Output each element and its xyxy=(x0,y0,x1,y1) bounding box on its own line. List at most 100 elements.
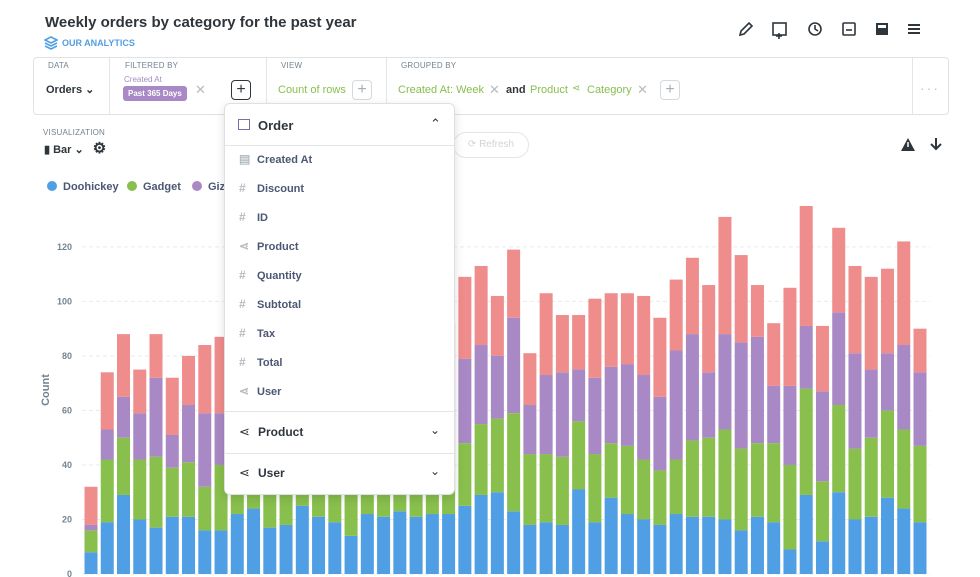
bar-segment xyxy=(832,404,846,493)
add-metric[interactable]: + xyxy=(352,80,372,100)
bar-segment xyxy=(117,334,131,397)
field-item[interactable]: # Discount xyxy=(239,181,305,195)
bar-segment xyxy=(734,448,748,531)
viz-picker[interactable]: ▮ Bar ⌄ ⚙ xyxy=(44,140,107,157)
bar-segment xyxy=(750,336,764,444)
bar-segment xyxy=(523,404,537,455)
bar-segment xyxy=(100,429,114,460)
joiner: and xyxy=(506,84,526,96)
bar-segment xyxy=(783,549,797,574)
field-item[interactable]: # Tax xyxy=(239,326,276,340)
bar-segment xyxy=(637,519,651,574)
bar-segment xyxy=(523,524,537,574)
bar-segment xyxy=(572,315,586,370)
y-tick-label: 60 xyxy=(62,405,72,415)
bar-segment xyxy=(799,325,813,389)
bar-segment xyxy=(815,541,829,574)
bar-segment xyxy=(653,524,667,574)
header-actions[interactable] xyxy=(735,20,925,40)
filter-field: Created At xyxy=(124,75,162,84)
bar-segment xyxy=(783,385,797,465)
group-table[interactable]: Product xyxy=(530,84,568,96)
bar-segment xyxy=(767,522,781,574)
section-title[interactable]: User xyxy=(258,466,285,480)
remove-filter[interactable]: ✕ xyxy=(195,82,206,97)
bar-segment xyxy=(685,516,699,574)
refresh-button[interactable]: ⟳ Refresh xyxy=(453,132,529,158)
field-item[interactable]: # Subtotal xyxy=(239,297,301,311)
collection-icon xyxy=(44,36,58,50)
bar-segment xyxy=(149,377,163,457)
view-label: VIEW xyxy=(281,61,303,70)
y-tick-label: 120 xyxy=(57,242,72,252)
y-tick-label: 20 xyxy=(62,514,72,524)
field-item[interactable]: # Total xyxy=(239,355,283,369)
bar-segment xyxy=(815,325,829,392)
group-field[interactable]: Category xyxy=(587,84,632,96)
expand[interactable]: ⌄ xyxy=(430,423,441,437)
y-axis-label: Count xyxy=(40,374,52,406)
bar-segment xyxy=(783,464,797,550)
bar-segment xyxy=(669,279,683,351)
data-source[interactable]: Orders ⌄ xyxy=(46,84,95,96)
group-week[interactable]: Created At: Week xyxy=(398,84,485,96)
add-group[interactable]: + xyxy=(660,80,680,100)
bar-segment xyxy=(425,514,439,574)
bar-segment xyxy=(702,516,716,574)
bar-segment xyxy=(149,527,163,574)
bar-segment xyxy=(620,364,634,446)
bar-segment xyxy=(539,522,553,574)
remove-group[interactable]: ✕ xyxy=(489,82,500,97)
bar-segment xyxy=(377,516,391,574)
bar-segment xyxy=(848,265,862,354)
field-item[interactable]: # ID xyxy=(239,210,268,224)
view-metric[interactable]: Count of rows xyxy=(278,84,346,96)
bar-segment xyxy=(588,522,602,574)
field-label: Created At xyxy=(257,154,313,166)
table-icon xyxy=(238,119,250,130)
filter-pill[interactable]: Past 365 Days xyxy=(123,86,187,101)
bar-segment xyxy=(653,470,667,525)
bar-segment xyxy=(165,467,179,517)
bar-segment xyxy=(718,519,732,574)
collection-link[interactable]: OUR ANALYTICS xyxy=(62,38,135,48)
bar-segment xyxy=(880,410,894,498)
chart-actions[interactable] xyxy=(900,137,945,153)
bar-segment xyxy=(669,459,683,515)
field-item[interactable]: ⋖ User xyxy=(239,384,282,398)
refresh-label: Refresh xyxy=(479,139,515,150)
bar-segment xyxy=(653,396,667,471)
bar-segment xyxy=(750,285,764,337)
field-dropdown: Order ⌃ ▤ Created At # Discount # ID ⋖ Produ… xyxy=(224,103,455,495)
bar-segment xyxy=(555,372,569,457)
more[interactable]: ··· xyxy=(920,80,940,96)
bar-segment xyxy=(133,369,147,414)
field-label: ID xyxy=(257,212,268,224)
bar-segment xyxy=(214,530,228,574)
bar-segment xyxy=(490,355,504,419)
field-label: Quantity xyxy=(257,270,302,282)
remove-group[interactable]: ✕ xyxy=(637,82,648,97)
bar-segment xyxy=(734,342,748,449)
table-name[interactable]: Order xyxy=(258,118,294,133)
legend-label: Doohickey xyxy=(63,181,120,193)
y-tick-label: 100 xyxy=(57,296,72,306)
bar-segment xyxy=(149,456,163,528)
add-filter[interactable]: + xyxy=(231,80,251,100)
bar-segment xyxy=(864,516,878,574)
bar-segment xyxy=(864,369,878,438)
bar-segment xyxy=(913,522,927,574)
collapse[interactable]: ⌃ xyxy=(430,116,441,131)
bar-segment xyxy=(182,462,196,517)
field-item[interactable]: # Quantity xyxy=(239,268,302,282)
field-item[interactable]: ▤ Created At xyxy=(239,152,313,166)
bar-segment xyxy=(897,241,911,346)
section-title[interactable]: Product xyxy=(258,425,304,439)
bar-segment xyxy=(507,249,521,318)
bar-segment xyxy=(604,366,618,444)
bar-segment xyxy=(523,353,537,405)
bar-segment xyxy=(165,434,179,468)
expand[interactable]: ⌄ xyxy=(430,464,441,478)
legend-label: Gadget xyxy=(143,181,181,193)
field-item[interactable]: ⋖ Product xyxy=(239,239,299,253)
